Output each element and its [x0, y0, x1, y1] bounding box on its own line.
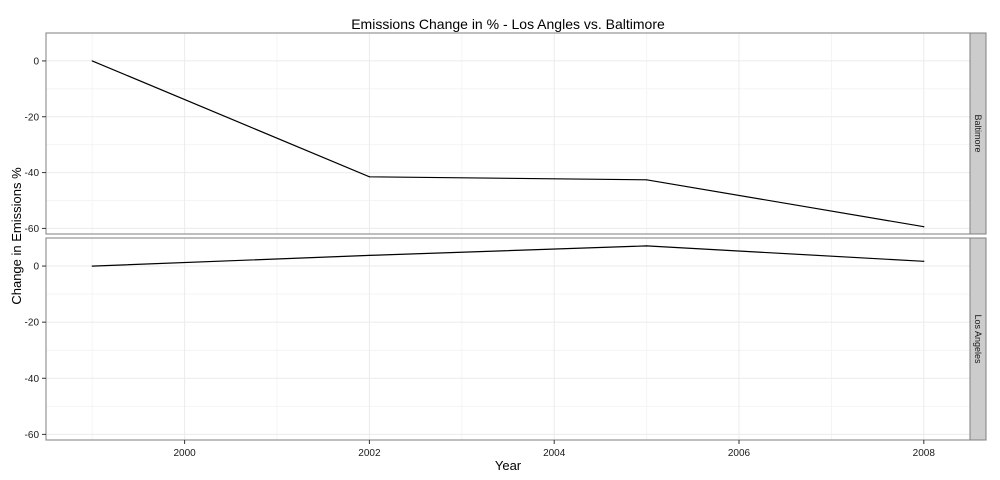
facet-strip-label: Los Angeles: [973, 314, 983, 364]
data-point-baltimore: [646, 179, 648, 181]
data-point-baltimore: [923, 226, 925, 228]
data-point-los-angeles: [91, 265, 93, 267]
x-tick-label: 2002: [358, 448, 381, 459]
y-tick-label: -40: [25, 374, 40, 385]
x-axis-title: Year: [495, 458, 522, 473]
y-tick-label: 0: [33, 56, 39, 67]
y-tick-label: -60: [25, 224, 40, 235]
x-tick-label: 2006: [728, 448, 751, 459]
data-point-los-angeles: [646, 245, 648, 247]
y-tick-label: -20: [25, 318, 40, 329]
x-tick-label: 2004: [543, 448, 566, 459]
facet-strip-label: Baltimore: [973, 114, 983, 152]
x-tick-label: 2008: [913, 448, 936, 459]
x-tick-label: 2000: [173, 448, 196, 459]
chart-title: Emissions Change in % - Los Angles vs. B…: [351, 16, 665, 32]
plot-layer: 0 -20 -40 -60 Baltimore 0 -20 -40 -60 Los Angeles…: [25, 32, 987, 459]
facet-strip-los-angeles: [969, 237, 987, 441]
facet-strip-baltimore: [969, 32, 987, 235]
data-point-baltimore: [91, 60, 93, 62]
series-line-los-angeles: [92, 245, 924, 267]
y-tick-label: -40: [25, 168, 40, 179]
y-tick-label: -20: [25, 112, 40, 123]
y-tick-label: 0: [33, 262, 39, 273]
data-point-los-angeles: [923, 260, 925, 262]
data-point-baltimore: [368, 176, 370, 178]
y-tick-label: -60: [25, 430, 40, 441]
y-axis-title: Change in Emissions %: [9, 167, 24, 305]
series-line-baltimore: [91, 60, 924, 228]
data-point-los-angeles: [368, 254, 370, 256]
